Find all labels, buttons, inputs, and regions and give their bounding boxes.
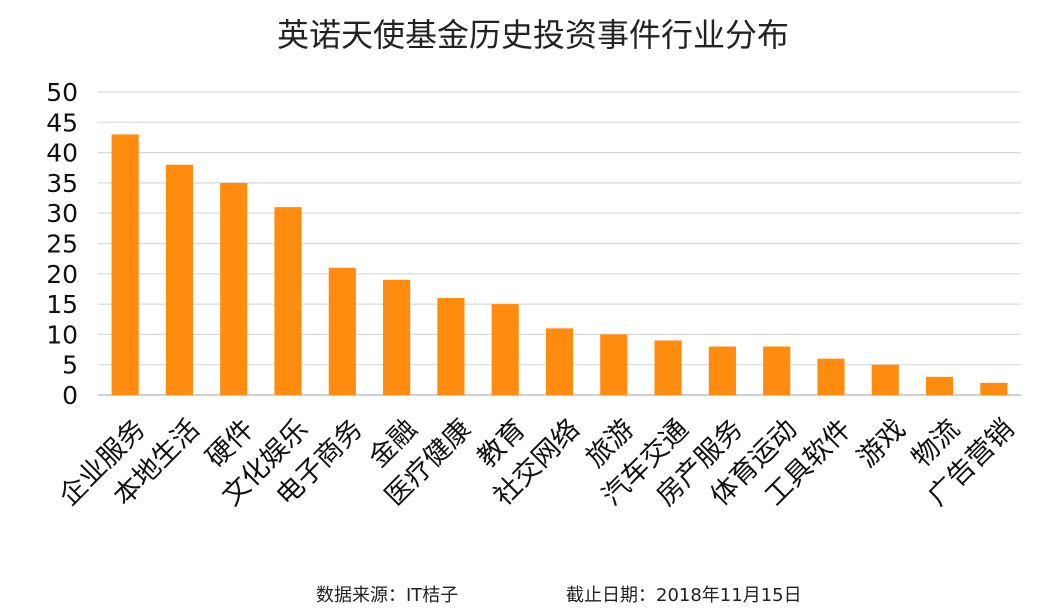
bar bbox=[165, 164, 194, 395]
gridlines bbox=[98, 91, 1021, 396]
bar bbox=[328, 267, 356, 395]
bar bbox=[545, 328, 574, 395]
bar bbox=[383, 279, 411, 395]
bar bbox=[925, 376, 954, 395]
bar bbox=[871, 364, 899, 395]
y-tick-label: 45 bbox=[46, 108, 78, 137]
bar bbox=[654, 340, 682, 395]
x-tick-label: 游戏 bbox=[852, 414, 912, 474]
bars bbox=[111, 134, 1008, 396]
y-tick-label: 5 bbox=[62, 351, 78, 380]
bar bbox=[437, 298, 465, 395]
bar bbox=[111, 134, 139, 396]
y-tick-label: 15 bbox=[46, 290, 78, 319]
chart-title: 英诺天使基金历史投资事件行业分布 bbox=[277, 16, 789, 54]
bar bbox=[817, 358, 845, 395]
y-tick-label: 35 bbox=[46, 169, 78, 198]
cutoff-date-note: 截止日期：2018年11月15日 bbox=[566, 585, 802, 606]
y-tick-label: 30 bbox=[46, 199, 78, 228]
y-tick-label: 40 bbox=[46, 139, 78, 168]
x-axis-ticks: 企业服务本地生活硬件文化娱乐电子商务金融医疗健康教育社交网络旅游汽车交通房产服务… bbox=[53, 414, 1020, 512]
y-tick-label: 20 bbox=[46, 260, 78, 289]
bar bbox=[600, 334, 628, 395]
bar bbox=[220, 182, 248, 395]
bar bbox=[274, 207, 302, 395]
y-tick-label: 25 bbox=[46, 230, 78, 259]
bar bbox=[708, 346, 736, 395]
data-source-note: 数据来源：IT桔子 bbox=[316, 585, 458, 606]
bar bbox=[980, 382, 1008, 395]
y-tick-label: 50 bbox=[46, 78, 78, 107]
y-tick-label: 0 bbox=[62, 381, 78, 410]
bar bbox=[491, 304, 519, 395]
bar bbox=[763, 346, 791, 395]
y-tick-label: 10 bbox=[46, 320, 78, 349]
